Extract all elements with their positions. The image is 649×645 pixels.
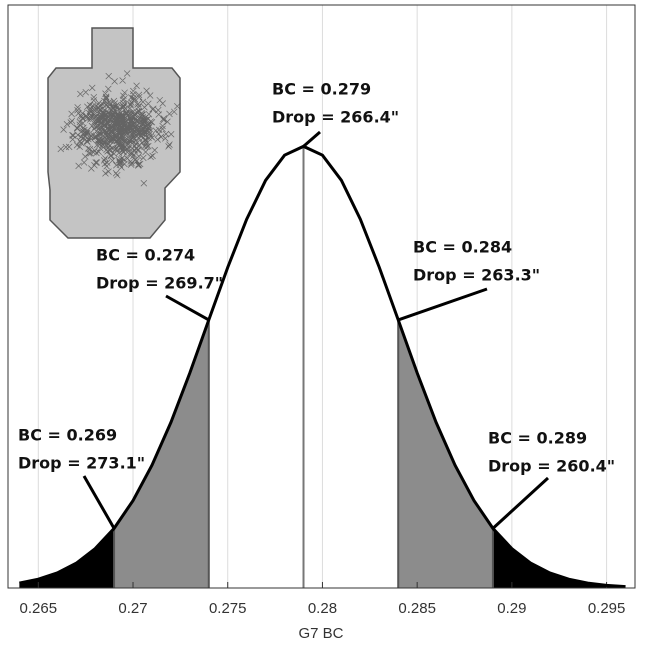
annotation-leader	[491, 476, 550, 530]
x-axis-label: G7 BC	[298, 625, 343, 642]
annotation-text: Drop = 263.3"	[413, 266, 540, 285]
distribution-curve	[19, 144, 626, 589]
x-tick-label: 0.285	[398, 600, 436, 617]
annotation-leader	[165, 294, 210, 322]
annotation-leader	[397, 287, 488, 322]
annotation-text: BC = 0.279	[272, 80, 371, 99]
shot-marks	[57, 70, 181, 187]
annotation-text: Drop = 269.7"	[96, 274, 223, 293]
shaded-region	[492, 528, 626, 588]
annotation-text: Drop = 260.4"	[488, 457, 615, 476]
x-tick-label: 0.27	[118, 600, 147, 617]
annotation-text: BC = 0.274	[96, 246, 195, 265]
x-tick-label: 0.265	[20, 600, 58, 617]
x-tick-label: 0.275	[209, 600, 247, 617]
annotation-text: Drop = 273.1"	[18, 454, 145, 473]
x-tick-label: 0.29	[497, 600, 526, 617]
annotation-text: Drop = 266.4"	[272, 108, 399, 127]
target-inset	[47, 27, 181, 239]
plot-over	[19, 130, 626, 589]
shaded-region	[19, 528, 115, 588]
plot-frame	[7, 4, 636, 589]
x-tick-label: 0.295	[588, 600, 626, 617]
annotation-text: BC = 0.284	[413, 238, 512, 257]
annotation-leader	[82, 475, 116, 530]
annotation-leader	[302, 130, 321, 148]
x-tick-label: 0.28	[308, 600, 337, 617]
annotation-text: BC = 0.289	[488, 429, 587, 448]
annotation-text: BC = 0.269	[18, 426, 117, 445]
